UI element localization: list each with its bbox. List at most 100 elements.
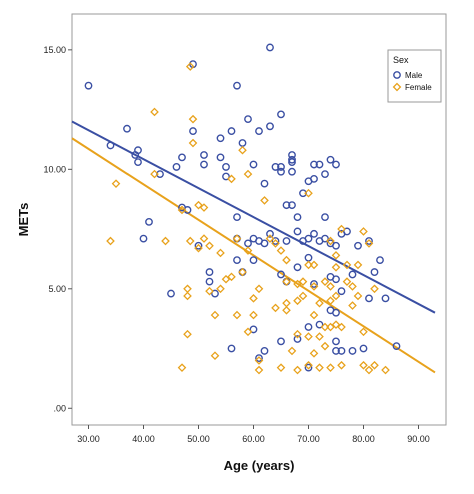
- data-point-male: [359, 344, 368, 353]
- data-point-female: [249, 310, 258, 320]
- data-point-female: [199, 203, 209, 212]
- data-point-female: [331, 291, 341, 301]
- data-point-male: [293, 213, 302, 222]
- data-point-female: [282, 298, 291, 308]
- data-point-male: [332, 347, 340, 355]
- data-point-male: [310, 160, 318, 169]
- x-tick-label: 60.00: [242, 434, 265, 444]
- data-point-male: [106, 141, 115, 150]
- data-point-female: [188, 138, 198, 148]
- legend-box: [387, 49, 442, 103]
- data-point-male: [392, 342, 401, 351]
- data-point-female: [199, 234, 209, 243]
- data-point-male: [222, 163, 230, 171]
- data-point-female: [320, 277, 330, 286]
- data-point-male: [227, 127, 236, 135]
- data-point-female: [342, 260, 352, 270]
- data-point-female: [183, 291, 192, 301]
- x-axis: 30.00 40.00 50.00 60.00 70.00 80.00 90.00: [77, 425, 430, 444]
- data-point-male: [332, 337, 340, 346]
- data-point-male: [304, 363, 313, 372]
- data-point-male: [266, 229, 274, 238]
- data-point-female: [243, 169, 253, 179]
- data-point-male: [348, 270, 357, 279]
- data-point-male: [255, 354, 263, 362]
- data-point-female: [205, 241, 214, 251]
- data-point-female: [282, 255, 291, 265]
- legend-marker-male: [393, 71, 401, 79]
- data-point-female: [320, 341, 330, 351]
- data-point-female: [293, 279, 302, 289]
- data-point-female: [298, 277, 308, 286]
- data-point-male: [216, 153, 225, 162]
- x-tick-label: 40.00: [132, 434, 155, 444]
- data-point-male: [326, 155, 335, 164]
- legend-entries: Male Female: [392, 71, 432, 92]
- series-male: [84, 43, 401, 372]
- data-point-female: [331, 320, 341, 329]
- data-point-female: [260, 196, 269, 205]
- x-tick-label: 50.00: [187, 434, 210, 444]
- x-axis-title: Age (years): [224, 458, 295, 473]
- y-tick-label: 10.00: [43, 164, 66, 174]
- data-point-male: [376, 256, 384, 265]
- data-point-male: [216, 134, 225, 143]
- data-point-female: [364, 239, 374, 248]
- data-point-female: [271, 239, 280, 248]
- data-point-female: [276, 363, 286, 372]
- data-point-male: [194, 241, 203, 250]
- data-point-female: [161, 236, 170, 246]
- data-point-male: [293, 227, 302, 236]
- data-points: [84, 43, 401, 375]
- data-point-female: [337, 224, 346, 234]
- data-point-female: [309, 282, 319, 291]
- data-point-female: [331, 262, 341, 272]
- data-point-female: [304, 360, 313, 370]
- data-point-female: [150, 169, 159, 179]
- data-point-female: [111, 179, 121, 188]
- data-point-female: [337, 322, 346, 332]
- data-point-male: [244, 115, 252, 124]
- legend-label-female: Female: [405, 83, 432, 92]
- data-point-male: [172, 163, 181, 171]
- data-point-female: [177, 205, 187, 215]
- data-point-male: [145, 217, 153, 226]
- data-point-male: [277, 110, 285, 119]
- data-point-female: [359, 327, 368, 337]
- series-female: [106, 62, 390, 375]
- data-point-female: [353, 291, 363, 301]
- data-point-female: [359, 360, 368, 370]
- data-point-female: [210, 310, 220, 320]
- data-point-male: [332, 275, 340, 284]
- data-point-female: [315, 363, 324, 372]
- data-point-male: [249, 325, 258, 334]
- data-point-male: [200, 160, 208, 169]
- data-point-male: [249, 256, 258, 265]
- legend-label-male: Male: [405, 71, 423, 80]
- data-point-male: [178, 153, 186, 162]
- data-point-female: [359, 227, 368, 236]
- data-point-male: [277, 163, 285, 171]
- data-point-female: [185, 62, 195, 71]
- data-point-male: [205, 268, 214, 276]
- x-tick-label: 70.00: [297, 434, 320, 444]
- data-point-female: [238, 267, 247, 277]
- data-point-male: [205, 277, 214, 286]
- fit-line-female: [71, 137, 436, 374]
- data-point-male: [288, 201, 296, 210]
- data-point-female: [326, 282, 335, 291]
- data-point-male: [227, 344, 236, 353]
- data-point-male: [321, 170, 329, 178]
- data-point-male: [310, 280, 318, 288]
- data-point-female: [287, 346, 297, 356]
- data-point-male: [200, 151, 208, 159]
- x-tick-label: 90.00: [407, 434, 430, 444]
- data-point-female: [177, 363, 187, 372]
- data-point-male: [233, 81, 241, 90]
- data-point-male: [134, 146, 142, 155]
- data-point-male: [167, 289, 175, 298]
- y-tick-label: 5.00: [48, 284, 66, 294]
- data-point-male: [249, 160, 258, 169]
- data-point-male: [139, 234, 148, 243]
